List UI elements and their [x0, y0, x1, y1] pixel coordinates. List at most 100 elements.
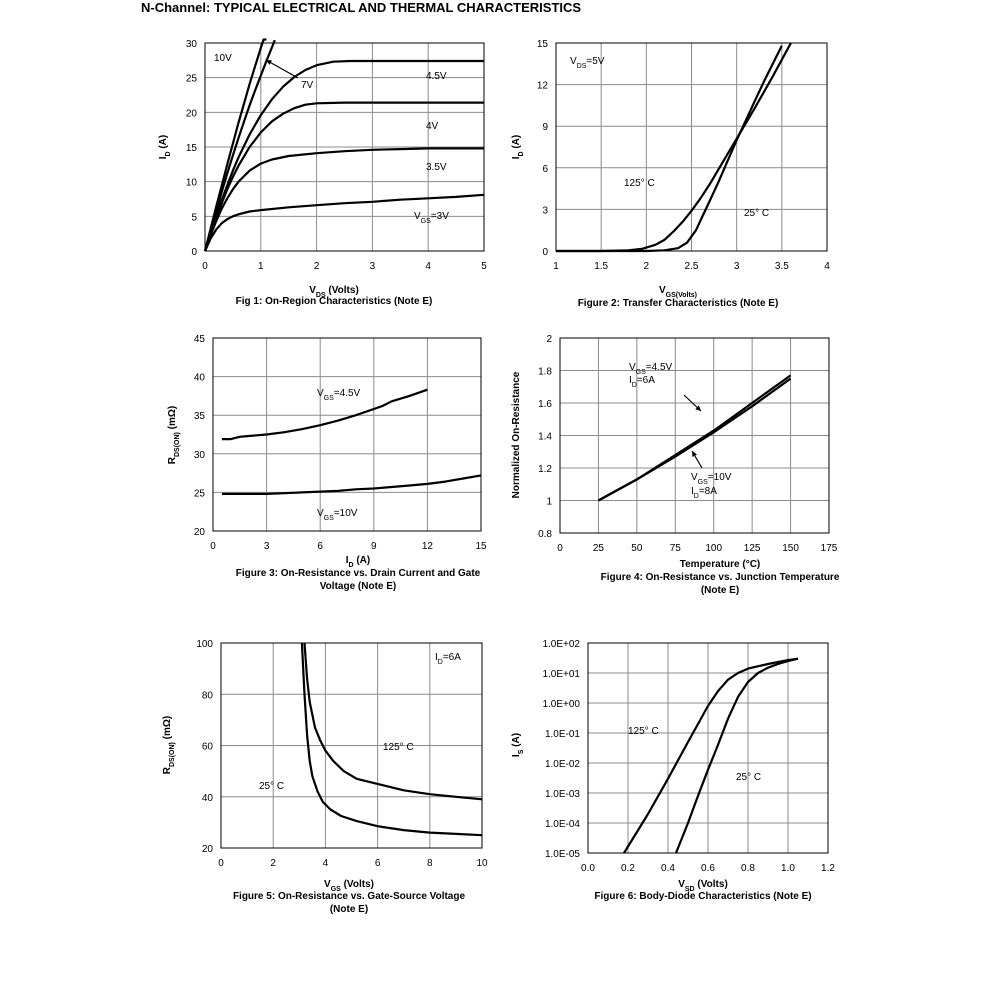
series-line [303, 642, 483, 801]
x-tick-label: 75 [670, 543, 682, 554]
y-tick-label: 2 [546, 334, 552, 345]
x-axis-title: VGS(Volts) [659, 285, 697, 299]
y-axis-title: ID (A) [158, 135, 172, 160]
x-tick-label: 1 [258, 261, 264, 272]
series-line [623, 657, 799, 854]
x-tick-label: 3.5 [775, 261, 789, 272]
y-tick-label: 35 [194, 411, 206, 422]
x-tick-label: 4 [323, 858, 329, 869]
series-label: 125° C [628, 726, 659, 737]
y-axis-title: Normalized On-Resistance [511, 371, 522, 498]
chart-1: 0 1 2 3 4 5 0 5 10 15 20 25 30 10V 7V 4.5V 4V 3.5V VGS=3V V… [158, 38, 487, 307]
y-tick-label: 100 [196, 639, 213, 650]
plot-frame [204, 42, 485, 252]
y-tick-label: 15 [537, 39, 549, 50]
y-tick-label: 25 [186, 74, 198, 85]
series-label: 125° C [383, 742, 414, 753]
y-tick-label: 1.0E-04 [545, 819, 580, 830]
y-tick-label: 6 [542, 164, 548, 175]
figure-caption: Figure 3: On-Resistance vs. Drain Curren… [236, 568, 481, 579]
x-axis-title: Temperature (°C) [680, 559, 761, 570]
plot-frame [220, 642, 483, 849]
series-label: 7V [301, 80, 314, 91]
series-label: VGS=4.5V [629, 362, 673, 376]
x-tick-label: 1.5 [594, 261, 608, 272]
y-tick-label: 1 [546, 497, 552, 508]
x-tick-label: 0 [210, 541, 216, 552]
x-tick-label: 5 [481, 261, 487, 272]
y-tick-label: 9 [542, 122, 548, 133]
series-label: 25° C [736, 772, 761, 783]
y-tick-label: 0 [542, 247, 548, 258]
x-tick-label: 50 [631, 543, 643, 554]
x-tick-label: 2.5 [685, 261, 699, 272]
y-axis-title: ID (A) [511, 135, 525, 160]
series-line [203, 101, 484, 252]
chart-5: 0 2 4 6 8 10 20 40 60 80 100 ID=6A 125° C 25° C VGS (V… [162, 639, 488, 915]
series-label: 125° C [624, 178, 655, 189]
x-tick-label: 0.2 [621, 863, 635, 874]
x-tick-label: 0.6 [701, 863, 715, 874]
x-tick-label: 12 [422, 541, 434, 552]
x-tick-label: 6 [317, 541, 323, 552]
series-line [203, 38, 267, 252]
y-tick-label: 3 [542, 205, 548, 216]
x-tick-label: 4 [824, 261, 830, 272]
x-tick-label: 0.4 [661, 863, 675, 874]
series-label: 25° C [259, 781, 284, 792]
x-tick-label: 10 [476, 858, 488, 869]
figure-caption: Figure 4: On-Resistance vs. Junction Tem… [601, 572, 840, 583]
arrowhead-icon [695, 405, 701, 411]
page-title: N-Channel: TYPICAL ELECTRICAL AND THERMA… [141, 0, 582, 15]
x-tick-label: 8 [427, 858, 433, 869]
y-tick-label: 0.8 [538, 529, 552, 540]
series-label: VGS=3V [414, 211, 449, 225]
y-tick-label: 30 [194, 450, 206, 461]
figure-caption: Figure 5: On-Resistance vs. Gate-Source … [233, 891, 466, 902]
x-tick-label: 0 [557, 543, 563, 554]
x-tick-label: 15 [475, 541, 487, 552]
figure-caption: (Note E) [701, 585, 739, 596]
x-tick-label: 4 [425, 261, 431, 272]
y-tick-label: 40 [194, 373, 206, 384]
y-axis-title: RDS(ON) (mΩ) [167, 406, 181, 464]
series-label: ID=6A [435, 652, 461, 666]
series-label: VGS=10V [317, 508, 358, 522]
y-tick-label: 60 [202, 742, 214, 753]
figure-caption: Voltage (Note E) [320, 581, 396, 592]
series-line [674, 657, 799, 854]
y-tick-label: 5 [191, 212, 197, 223]
series-line [597, 377, 792, 502]
series-line [203, 39, 276, 252]
plot-frame [559, 337, 830, 534]
y-tick-label: 1.8 [538, 367, 552, 378]
figure-caption: (Note E) [330, 904, 368, 915]
y-tick-label: 1.0E+01 [542, 669, 580, 680]
y-axis-title: IS (A) [511, 733, 525, 757]
x-tick-label: 1.0 [781, 863, 795, 874]
plot-frame [555, 42, 828, 252]
figure-caption: Figure 6: Body-Diode Characteristics (No… [594, 891, 811, 902]
x-tick-label: 9 [371, 541, 377, 552]
y-tick-label: 20 [186, 108, 198, 119]
series-label: ID=8A [691, 486, 717, 500]
x-axis-title: VGS (Volts) [324, 879, 374, 893]
series-line [203, 193, 485, 252]
series-line [221, 388, 428, 441]
series-label: 10V [214, 53, 232, 64]
x-tick-label: 2 [644, 261, 650, 272]
y-tick-label: 1.0E+02 [542, 639, 580, 650]
series-label: VGS=10V [691, 472, 732, 486]
series-line [203, 59, 484, 252]
y-tick-label: 45 [194, 334, 206, 345]
y-tick-label: 25 [194, 488, 206, 499]
x-tick-label: 1.2 [821, 863, 835, 874]
annotation-arrow [265, 59, 299, 79]
y-tick-label: 0 [191, 247, 197, 258]
y-tick-label: 15 [186, 143, 198, 154]
x-tick-label: 0.8 [741, 863, 755, 874]
x-tick-label: 3 [264, 541, 270, 552]
series-line [221, 474, 482, 495]
y-tick-label: 1.0E-01 [545, 729, 580, 740]
y-tick-label: 40 [202, 793, 214, 804]
